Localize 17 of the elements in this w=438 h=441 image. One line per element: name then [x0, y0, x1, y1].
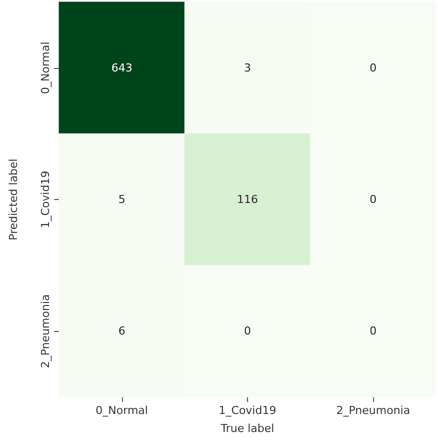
- y-tick-label: 0_Normal: [39, 42, 52, 94]
- y-tick-label: 1_Covid19: [39, 170, 52, 228]
- data-label: 0: [244, 324, 251, 338]
- x-tick-label: 2_Pneumonia: [336, 404, 410, 417]
- x-axis-title: True label: [220, 422, 274, 435]
- x-tick-label: 0_Normal: [96, 404, 148, 417]
- data-label: 643: [111, 61, 132, 74]
- y-tick-label: 2_Pneumonia: [39, 294, 52, 368]
- data-label: 3: [244, 61, 251, 74]
- x-tick-label: 1_Covid19: [218, 404, 276, 417]
- data-label: 0: [370, 61, 377, 74]
- data-label: 0: [370, 193, 377, 206]
- data-label: 116: [237, 193, 258, 206]
- data-label: 6: [118, 324, 126, 338]
- y-axis-title: Predicted label: [7, 158, 20, 240]
- data-label: 5: [118, 193, 126, 206]
- data-label: 0: [370, 324, 377, 338]
